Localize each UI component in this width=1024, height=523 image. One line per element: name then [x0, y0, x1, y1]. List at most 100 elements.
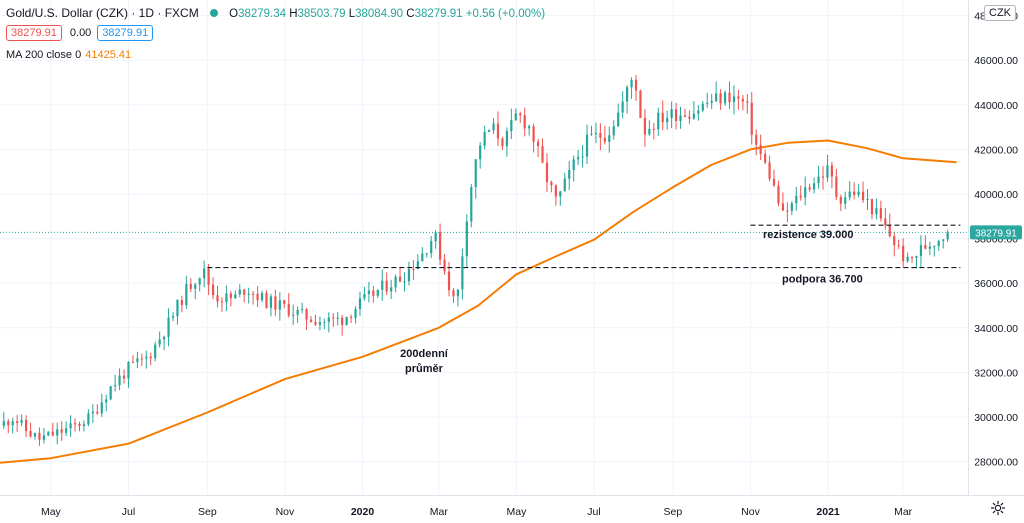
candle-body: [617, 112, 620, 127]
candle-body: [879, 208, 882, 219]
candle-body: [412, 269, 415, 271]
sell-price-box[interactable]: 38279.91: [6, 25, 62, 41]
candle-body: [452, 290, 455, 297]
candle-body: [643, 117, 647, 135]
candle-body: [194, 284, 197, 289]
candle-body: [679, 115, 682, 122]
time-tick-label: Mar: [430, 506, 449, 518]
candle-body: [247, 293, 250, 295]
candle-body: [16, 421, 19, 424]
candle-body: [639, 90, 642, 118]
candle-body: [666, 118, 669, 123]
low-value: 38084.90: [355, 8, 404, 20]
candle-body: [318, 322, 322, 325]
candle-body: [626, 87, 629, 102]
candle-body: [443, 259, 446, 272]
candle-body: [243, 289, 246, 295]
candle-body: [755, 134, 758, 145]
price-tick-label: 44000.00: [974, 100, 1018, 112]
candle-body: [20, 419, 23, 424]
ma-value: 41425.41: [85, 49, 132, 61]
candle-body: [309, 319, 313, 322]
candle-body: [599, 132, 602, 138]
currency-badge[interactable]: CZK: [984, 5, 1016, 21]
candle-body: [728, 92, 731, 103]
candle-body: [536, 141, 540, 147]
candle-body: [661, 112, 664, 123]
candle-body: [710, 101, 713, 103]
candle-body: [942, 239, 945, 241]
candle-body: [545, 162, 549, 182]
candle-body: [24, 419, 28, 431]
candle-body: [260, 292, 264, 301]
candle-body: [447, 271, 451, 291]
candle-body: [577, 157, 580, 160]
candle-body: [145, 356, 148, 359]
candle-body: [171, 316, 175, 318]
candle-body: [470, 187, 473, 222]
candle-body: [238, 289, 241, 295]
change-value: +0.56 (+0.00%): [465, 8, 546, 20]
candle-body: [590, 133, 593, 135]
candle-body: [857, 191, 860, 195]
candle-body: [830, 165, 833, 177]
candle-body: [47, 431, 50, 436]
candle-body: [51, 431, 54, 436]
candle-body: [906, 256, 909, 262]
candle-body: [216, 295, 219, 302]
time-axis[interactable]: May Jul Sep Nov 2020 Mar May Jul Sep Nov 2021 Mar: [0, 495, 1024, 523]
resistance-label: rezistence 39.000: [763, 229, 854, 241]
candle-body: [585, 134, 589, 157]
time-tick-label: 2021: [816, 506, 840, 518]
ma-legend[interactable]: MA 200 close 0 41425.41: [6, 49, 131, 61]
candle-body: [416, 261, 419, 270]
candle-body: [327, 317, 330, 322]
candle-body: [122, 375, 126, 379]
candle-body: [746, 101, 749, 103]
candle-body: [7, 421, 10, 426]
candle-body: [924, 245, 927, 249]
candle-body: [657, 112, 660, 130]
candle-body: [505, 131, 508, 147]
candle-body: [487, 130, 491, 132]
price-tick-label: 34000.00: [974, 323, 1018, 335]
open-value: 38279.34: [238, 8, 287, 20]
candle-body: [723, 92, 727, 104]
candle-body: [274, 296, 277, 310]
candle-body: [732, 96, 736, 103]
ma-annotation-line1: 200denní: [400, 348, 449, 360]
candle-body: [674, 109, 678, 122]
candle-body: [541, 146, 544, 163]
price-tick-label: 46000.00: [974, 55, 1018, 67]
candle-body: [928, 246, 931, 249]
candle-body: [225, 293, 228, 302]
time-tick-label: Nov: [276, 506, 295, 518]
candle-body: [594, 132, 598, 134]
candle-body: [176, 300, 179, 317]
candle-body: [220, 301, 224, 303]
candle-body: [844, 197, 847, 204]
candle-body: [559, 191, 562, 197]
candle-body: [265, 292, 268, 308]
candle-body: [42, 435, 45, 440]
candle-body: [741, 98, 744, 102]
candle-body: [140, 358, 143, 360]
candle-body: [888, 225, 891, 237]
candle-body: [821, 176, 825, 178]
candle-body: [167, 317, 170, 337]
candle-body: [203, 268, 206, 279]
candle-body: [96, 411, 99, 414]
candle-body: [817, 176, 820, 184]
candle-body: [750, 102, 753, 135]
candle-body: [363, 294, 366, 299]
candle-body: [697, 110, 700, 114]
buy-price-box[interactable]: 38279.91: [97, 25, 154, 41]
candle-body: [550, 181, 553, 186]
candle-body: [394, 276, 397, 288]
candle-body: [946, 232, 949, 240]
symbol-title[interactable]: Gold/U.S. Dollar (CZK) · 1D · FXCM: [6, 6, 199, 20]
price-axis[interactable]: 28000.00 30000.00 32000.00 34000.00 36000.00…: [968, 0, 1024, 523]
settings-gear-icon[interactable]: [990, 500, 1006, 516]
last-price-badge-label: 38279.91: [975, 228, 1017, 239]
